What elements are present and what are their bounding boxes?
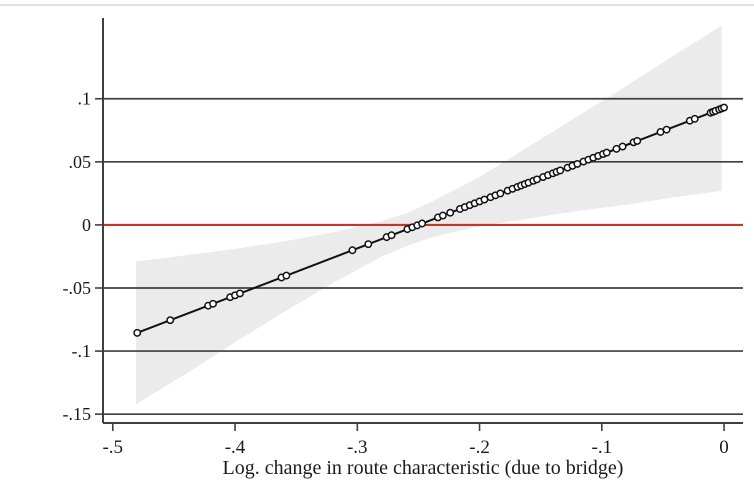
data-point-marker (556, 166, 565, 175)
axes-group (95, 18, 743, 431)
x-tick-labels-group: -.5 -.4 -.3 -.2 -.1 0 (102, 437, 728, 458)
data-point-marker (446, 208, 455, 217)
data-point-marker (418, 219, 427, 228)
data-point-marker (633, 136, 642, 145)
data-point-marker (602, 148, 611, 157)
data-point-marker (662, 125, 671, 134)
data-point-marker (438, 211, 447, 220)
data-point-marker (720, 103, 729, 112)
data-point-marker (282, 271, 291, 280)
data-point-marker (690, 114, 699, 123)
data-point-marker (348, 246, 357, 255)
y-tick-label: 0 (82, 215, 91, 235)
data-point-marker (209, 299, 217, 308)
confidence-band (136, 25, 722, 405)
markers-group (133, 103, 729, 337)
x-tick-label: 0 (719, 437, 729, 458)
data-point-marker (133, 328, 142, 337)
x-tick-label: -.2 (469, 437, 490, 458)
data-point-marker (387, 231, 396, 240)
y-tick-label: -.15 (63, 404, 92, 424)
gridlines-group (103, 97, 743, 416)
data-point-marker (364, 240, 373, 249)
data-point-marker (166, 316, 175, 325)
y-tick-label: .1 (78, 89, 92, 109)
confidence-band-group (136, 25, 722, 405)
data-point-marker (235, 289, 244, 298)
x-tick-label: -.4 (225, 437, 246, 458)
data-point-marker (618, 142, 627, 151)
y-tick-label: .05 (69, 152, 92, 172)
x-tick-label: -.3 (347, 437, 368, 458)
y-tick-labels-group: .1 .05 0 -.05 -.1 -.15 (63, 89, 92, 424)
data-point-marker (496, 189, 505, 198)
x-axis-title: Log. change in route characteristic (due… (223, 457, 624, 479)
x-tick-label: -.1 (592, 437, 613, 458)
x-tick-label: -.5 (102, 437, 123, 458)
y-tick-label: -.05 (63, 278, 92, 298)
y-tick-label: -.1 (72, 341, 92, 361)
